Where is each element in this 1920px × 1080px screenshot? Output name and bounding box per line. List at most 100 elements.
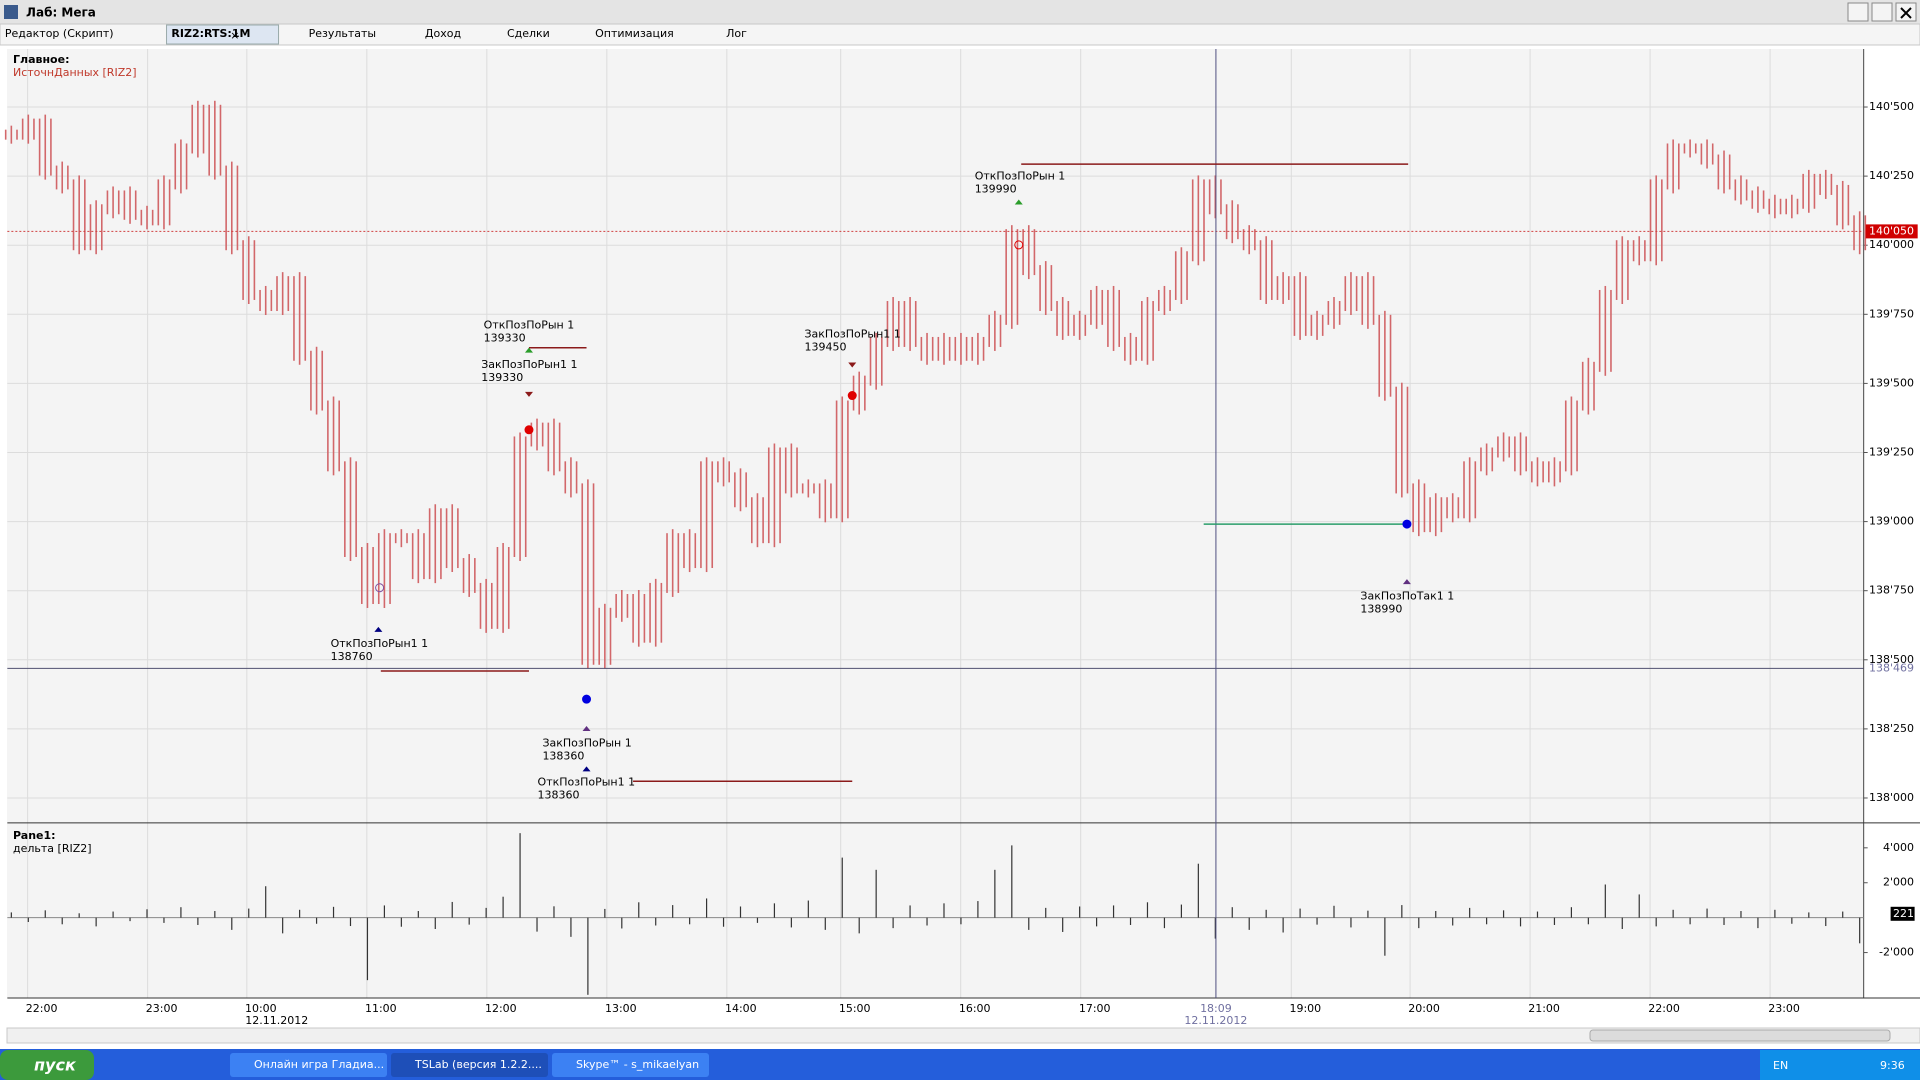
- crosshair-label: 138'469: [1869, 661, 1914, 674]
- trade-label: ОткПозПоРын 1: [975, 169, 1066, 182]
- y-tick-label: 138'000: [1869, 791, 1914, 804]
- trade-marker: [847, 391, 857, 401]
- app-icon: [4, 5, 18, 19]
- trade-price: 139330: [481, 371, 523, 384]
- scrollbar[interactable]: [6, 1027, 1920, 1044]
- pane-title: Pane1:: [13, 829, 56, 842]
- trade-marker: [1402, 519, 1412, 529]
- x-tick-label: 22:00: [26, 1002, 58, 1015]
- tab[interactable]: Оптимизация: [595, 27, 674, 40]
- y-tick-label: 139'500: [1869, 376, 1914, 389]
- trade-marker: [1014, 240, 1024, 250]
- crosshair-date: 12.11.2012: [1184, 1014, 1247, 1027]
- title-bar: [0, 0, 1920, 24]
- pane-source: ИсточнДанных [RIZ2]: [13, 66, 137, 79]
- trade-arrow: [582, 766, 591, 772]
- x-tick-label: 21:00: [1528, 1002, 1560, 1015]
- close-icon: [1900, 7, 1912, 19]
- trade-label: ЗакПозПоРын1 1: [804, 327, 900, 340]
- last-value-box: [1890, 906, 1915, 921]
- task-button[interactable]: [230, 1053, 387, 1077]
- x-tick-label: 15:00: [839, 1002, 871, 1015]
- task-button[interactable]: [552, 1053, 709, 1077]
- trade-price: 139990: [975, 182, 1017, 195]
- clock: 9:36: [1880, 1059, 1905, 1072]
- tab[interactable]: Сделки: [507, 27, 550, 40]
- y-tick-label: 140'500: [1869, 100, 1914, 113]
- plot-area: [7, 49, 1863, 998]
- trade-arrow: [1014, 199, 1023, 205]
- trade-price: 139450: [804, 340, 846, 353]
- tab[interactable]: Лог: [726, 27, 747, 40]
- trade-arrow: [848, 362, 857, 368]
- y-tick-label: 2'000: [1883, 876, 1914, 889]
- x-tick-label: 12:00: [485, 1002, 517, 1015]
- x-tick-label: 20:00: [1408, 1002, 1440, 1015]
- trade-label: ЗакПозПоРын1 1: [481, 358, 577, 371]
- start-button[interactable]: [0, 1050, 94, 1080]
- trade-price: 138360: [538, 788, 580, 801]
- task-button[interactable]: [391, 1053, 548, 1077]
- pane-title: Главное:: [13, 53, 69, 66]
- y-tick-label: 138'500: [1869, 653, 1914, 666]
- x-tick-label: 13:00: [605, 1002, 637, 1015]
- crosshair-time: 18:09: [1200, 1002, 1232, 1015]
- trade-label: ОткПозПоРын1 1: [331, 637, 429, 650]
- tab[interactable]: Редактор (Скрипт): [5, 27, 114, 40]
- trade-label: ОткПозПоРын1 1: [538, 775, 636, 788]
- start-label: пуск: [34, 1056, 77, 1075]
- trade-arrow: [1402, 579, 1411, 585]
- tab-close: ×: [230, 29, 239, 42]
- current-price-label: 140'050: [1869, 224, 1914, 237]
- trade-arrow: [582, 726, 591, 732]
- tab[interactable]: RIZ2:RTS:1M: [171, 27, 250, 40]
- trade-price: 139330: [484, 332, 526, 345]
- trade-price: 138760: [331, 650, 373, 663]
- y-tick-label: 139'000: [1869, 515, 1914, 528]
- trade-label: ЗакПозПоРын 1: [542, 736, 631, 749]
- tab[interactable]: Результаты: [309, 27, 377, 40]
- trade-marker: [524, 425, 534, 435]
- pane-source: дельта [RIZ2]: [13, 842, 92, 855]
- trade-arrow: [524, 391, 533, 397]
- scroll-thumb[interactable]: [1589, 1029, 1891, 1042]
- task-label: TSLab (версия 1.2.2....: [414, 1058, 542, 1071]
- trade-price: 138990: [1360, 602, 1402, 615]
- window-title: Лаб: Мега: [26, 6, 96, 20]
- y-tick-label: -2'000: [1879, 946, 1914, 959]
- trade-marker: [375, 583, 385, 593]
- x-tick-label: 14:00: [725, 1002, 757, 1015]
- x-tick-label: 16:00: [959, 1002, 991, 1015]
- y-tick-label: 139'250: [1869, 446, 1914, 459]
- lang[interactable]: EN: [1773, 1059, 1788, 1072]
- trade-arrow: [374, 626, 383, 632]
- x-tick-label: 23:00: [1768, 1002, 1800, 1015]
- tab-active[interactable]: [166, 24, 280, 45]
- x-tick-label: 10:00: [245, 1002, 277, 1015]
- trade-arrow: [524, 347, 533, 353]
- tab[interactable]: Доход: [425, 27, 462, 40]
- task-label: Онлайн игра Гладиа...: [254, 1058, 384, 1071]
- y-tick-label: 140'250: [1869, 169, 1914, 182]
- x-tick-label: 23:00: [146, 1002, 178, 1015]
- task-label: Skype™ - s_mikaelyan: [576, 1058, 699, 1071]
- trade-label: ОткПозПоРын 1: [484, 319, 575, 332]
- current-price-box: [1865, 224, 1918, 239]
- y-tick-label: 4'000: [1883, 841, 1914, 854]
- y-tick-label: 138'750: [1869, 584, 1914, 597]
- y-tick-label: 139'750: [1869, 307, 1914, 320]
- last-value: 221: [1893, 907, 1914, 920]
- x-date-label: 12.11.2012: [245, 1014, 308, 1027]
- y-tick-label: 138'250: [1869, 722, 1914, 735]
- maximize-button[interactable]: [1871, 2, 1893, 22]
- minimize-button[interactable]: [1847, 2, 1869, 22]
- x-tick-label: 17:00: [1079, 1002, 1111, 1015]
- x-tick-label: 19:00: [1289, 1002, 1321, 1015]
- trade-marker: [582, 694, 592, 704]
- x-tick-label: 22:00: [1648, 1002, 1680, 1015]
- tray: [1760, 1050, 1920, 1080]
- tab-bar: [0, 23, 1920, 46]
- y-tick-label: 140'000: [1869, 238, 1914, 251]
